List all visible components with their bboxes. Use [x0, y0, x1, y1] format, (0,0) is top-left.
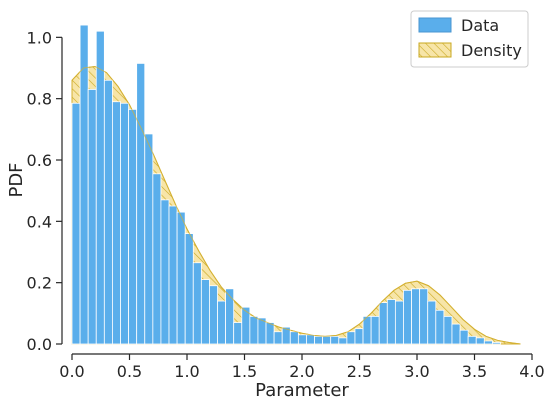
histogram-bar	[370, 315, 380, 345]
histogram-bar	[168, 205, 178, 345]
histogram-bar	[378, 302, 388, 345]
histogram-bar	[160, 199, 170, 345]
histogram-bar	[95, 30, 105, 345]
axes: 0.0 0.5 1.0 1.5 2.0 2.5 3.0 3.5 4.0 0.0 0.2 0.4 0.6 0…	[27, 28, 545, 381]
histogram-bar	[209, 285, 218, 345]
histogram-bar	[491, 342, 501, 345]
histogram-bar	[120, 102, 129, 345]
histogram-bar	[427, 300, 437, 345]
histogram-bar	[330, 335, 340, 345]
histogram-bar	[411, 288, 421, 345]
x-tick-label: 3.5	[462, 362, 487, 381]
histogram-bar	[394, 300, 404, 345]
histogram-bar	[112, 101, 121, 345]
histogram-bar	[79, 24, 89, 345]
y-tick-label: 0.4	[27, 212, 52, 231]
histogram-bar	[136, 63, 146, 345]
legend-label-density: Density	[461, 41, 522, 60]
histogram-bar	[225, 288, 235, 345]
plot-area	[71, 24, 521, 345]
y-tick-label: 0.8	[27, 90, 52, 109]
histogram-bar	[443, 315, 453, 345]
x-tick-label: 3.0	[404, 362, 429, 381]
histogram-bar	[451, 323, 461, 345]
histogram-bar	[217, 300, 227, 345]
histogram-bar	[87, 89, 97, 345]
x-axis-label: Parameter	[255, 380, 349, 401]
legend-label-data: Data	[461, 16, 499, 35]
histogram-bar	[483, 340, 493, 345]
histogram-bar	[249, 315, 259, 345]
legend: Data Density	[410, 10, 529, 68]
histogram-bar	[435, 309, 445, 345]
y-tick-label: 1.0	[27, 28, 52, 47]
y-axis-label: PDF	[6, 162, 27, 197]
x-tick-label: 1.5	[232, 362, 257, 381]
histogram-bar	[192, 262, 202, 345]
histogram-bar	[386, 299, 396, 345]
histogram-bar	[273, 331, 283, 345]
histogram-bar	[314, 335, 324, 345]
legend-swatch-data	[418, 17, 452, 33]
histogram-bar	[346, 331, 356, 345]
histogram-bar	[103, 79, 113, 345]
histogram-bar	[467, 335, 477, 345]
x-tick-label: 1.0	[174, 362, 199, 381]
histogram-bar	[354, 328, 364, 345]
x-tick-label: 2.5	[347, 362, 372, 381]
histogram-bar	[419, 288, 429, 345]
histogram-bar	[338, 337, 348, 345]
histogram-bar	[200, 279, 210, 345]
histogram-bar	[144, 133, 154, 345]
histogram-bar	[233, 322, 243, 345]
histogram-bar	[289, 331, 299, 345]
histogram-bar	[184, 233, 194, 345]
x-tick-label: 4.0	[519, 362, 544, 381]
histogram-bar	[475, 337, 485, 345]
x-tick-label: 0.0	[59, 362, 84, 381]
histogram-bar	[306, 334, 315, 345]
histogram-bar	[152, 173, 162, 345]
y-tick-label: 0.2	[27, 274, 52, 293]
histogram-bar	[128, 109, 138, 345]
x-tick-label: 0.5	[117, 362, 142, 381]
histogram-bar	[297, 334, 307, 345]
density-line	[71, 65, 521, 345]
histogram-bar	[362, 315, 372, 345]
y-tick-label: 0.0	[27, 335, 52, 354]
histogram-bar	[322, 335, 332, 345]
histogram-bar	[403, 289, 412, 345]
histogram-bar	[459, 329, 469, 345]
histogram-bar	[71, 102, 81, 345]
legend-swatch-density	[418, 42, 452, 58]
x-tick-label: 2.0	[289, 362, 314, 381]
histogram-bar	[265, 322, 275, 345]
y-tick-label: 0.6	[27, 151, 52, 170]
histogram-bar	[176, 211, 186, 345]
